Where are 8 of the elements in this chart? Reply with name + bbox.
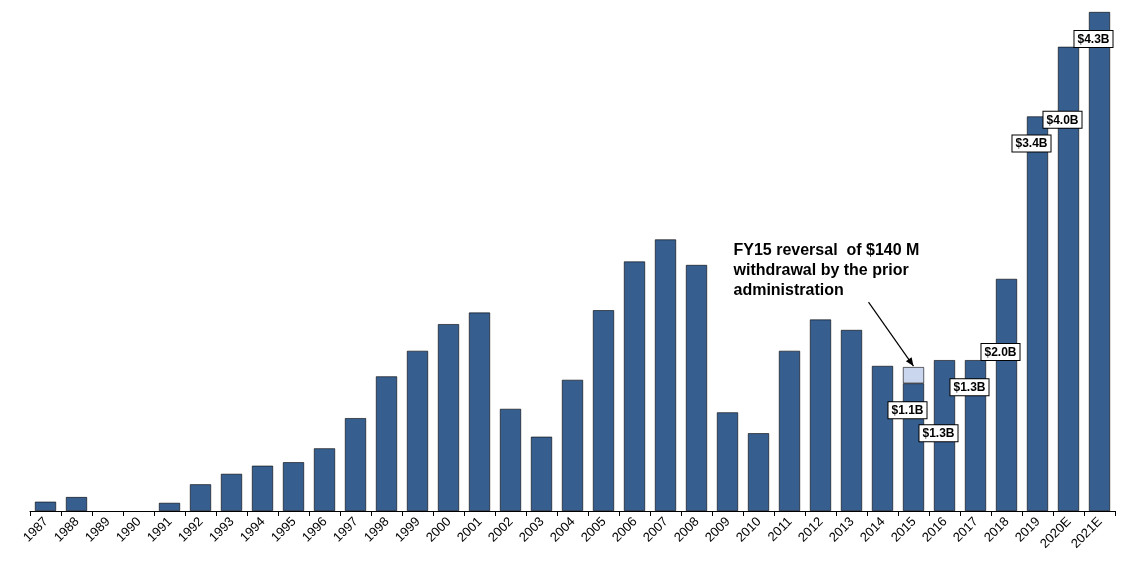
data-label: $4.3B [1077,32,1110,46]
data-label: $2.0B [984,344,1017,359]
data-label: $1.3B [953,380,986,395]
annotation: FY15 reversal of $140 M withdrawal by the prior administration [732,240,920,298]
data-label: $3.4B [1015,136,1048,151]
data-label: $1.1B [891,403,924,418]
data-label: $1.3B [922,426,955,441]
data-label: $4.0B [1046,112,1079,127]
